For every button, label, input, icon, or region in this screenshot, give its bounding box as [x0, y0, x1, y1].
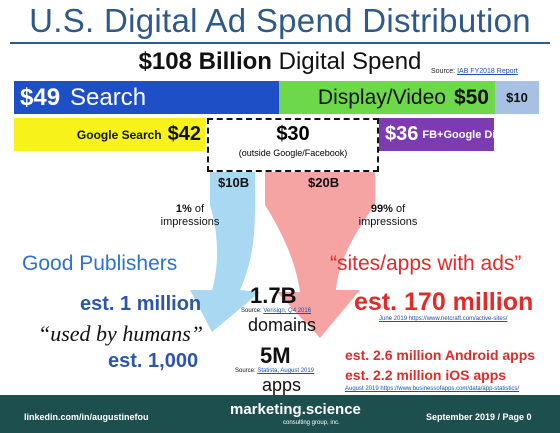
fb-google-label: FB+Google Display [422, 128, 524, 141]
apps-source: Source: Statista, August 2019 [235, 368, 314, 374]
subtitle-text: Digital Spend [278, 48, 422, 75]
title-underline [10, 42, 550, 44]
fb-google-amount: $36 [385, 123, 419, 145]
footer-brand-logo: marketing.science [230, 401, 361, 418]
footer-linkedin[interactable]: linkedin.com/in/augustinefou [24, 412, 149, 422]
right-flow-arrow [265, 172, 375, 338]
apps-label: apps [262, 375, 302, 395]
search-bar: $49 Search [14, 81, 279, 114]
source-prefix: Source: [431, 68, 456, 75]
outside-google-facebook-box: $30 (outside Google/Facebook) [207, 118, 379, 172]
est-170-source-link[interactable]: June 2019 https://www.netcraft.com/activ… [379, 316, 508, 322]
domains-source-link[interactable]: Verisign, Q4 2016 [263, 308, 312, 314]
left-flow-amount: $10B [218, 175, 250, 190]
used-by-humans: “used by humans” [38, 321, 204, 346]
source-link[interactable]: IAB FY2018 Report [457, 68, 518, 75]
search-label: Search [70, 83, 147, 111]
domains-value: 1.7B [250, 283, 297, 308]
left-impressions-word: impressions [160, 216, 220, 228]
android-apps: est. 2.6 million Android apps [345, 347, 536, 363]
left-flow-arrow [190, 172, 260, 332]
footer-date-page: September 2019 / Page 0 [426, 412, 532, 422]
apps-stats-source: August 2019 https://www.businessofapps.c… [345, 386, 519, 392]
right-impressions-word: impressions [358, 216, 418, 228]
subtitle: $108 Billion Digital Spend [0, 48, 560, 76]
outside-amount: $30 [276, 123, 310, 145]
google-search-label: Google Search [76, 127, 162, 142]
other-bar: $10 [495, 81, 539, 114]
apps-source-prefix: Source: [235, 368, 256, 374]
left-impressions-pct: 1% [175, 203, 192, 215]
source-note: Source: IAB FY2018 Report [431, 68, 518, 75]
footer-bar [0, 395, 560, 433]
est-1000: est. 1,000 [108, 350, 199, 372]
left-impressions-label: 1% of impressions [140, 203, 240, 229]
apps-source-link[interactable]: Statista, August 2019 [257, 368, 315, 374]
apps-value: 5M [260, 343, 291, 368]
est-170-source: June 2019 https://www.netcraft.com/activ… [379, 316, 507, 322]
ios-apps: est. 2.2 million iOS apps [345, 367, 507, 383]
subtitle-amount: $108 Billion [138, 48, 272, 75]
est-170-million: est. 170 million [354, 288, 534, 316]
domains-source-prefix: Source: [241, 308, 262, 314]
footer-brand-subtitle: consulting group, inc. [283, 420, 340, 426]
apps-stats-source-link[interactable]: August 2019 https://www.businessofapps.c… [345, 386, 520, 392]
search-amount: $49 [20, 83, 61, 111]
page-title: U.S. Digital Ad Spend Distribution [29, 2, 531, 39]
right-impressions-pct: 99% [370, 203, 393, 215]
right-flow-amount: $20B [308, 175, 340, 190]
domains-label: domains [248, 315, 317, 335]
right-impressions-of: of [395, 203, 406, 215]
outside-label: (outside Google/Facebook) [238, 148, 348, 158]
left-impressions-of: of [194, 203, 205, 215]
good-publishers-heading: Good Publishers [22, 252, 178, 275]
other-amount: $10 [506, 90, 528, 105]
domains-source: Source: Verisign, Q4 2016 [241, 308, 311, 314]
sites-apps-heading: “sites/apps with ads” [330, 252, 522, 275]
fb-google-display-bar: $36 FB+Google Display [379, 118, 524, 151]
google-search-bar: Google Search $42 [14, 118, 205, 151]
display-label: Display/Video [317, 85, 446, 109]
google-search-amount: $42 [167, 123, 201, 145]
right-impressions-label: 99% of impressions [338, 203, 438, 229]
display-amount: $50 [453, 85, 489, 109]
display-video-bar: Display/Video $50 [279, 81, 495, 114]
est-1-million: est. 1 million [80, 293, 202, 315]
